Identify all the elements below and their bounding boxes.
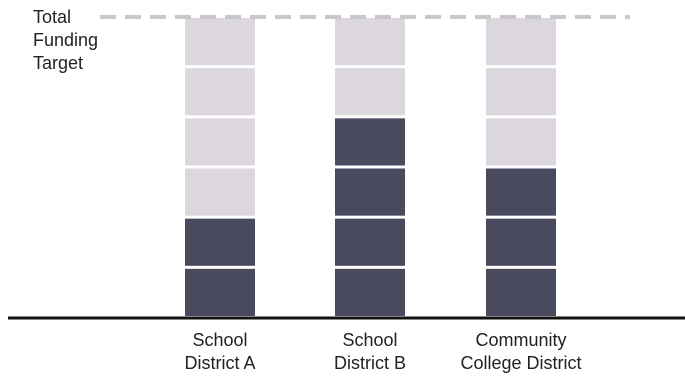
bars-group xyxy=(185,18,556,316)
category-label-line: Community xyxy=(475,330,567,350)
unfilled-segment xyxy=(486,18,556,66)
category-label-line: District A xyxy=(184,353,256,373)
filled-segment xyxy=(335,268,405,316)
filled-segment xyxy=(185,268,255,316)
category-label-line: College District xyxy=(460,353,582,373)
unfilled-segment xyxy=(335,68,405,116)
filled-segment xyxy=(486,168,556,216)
unfilled-segment xyxy=(335,18,405,66)
unfilled-segment xyxy=(185,168,255,216)
unfilled-segment xyxy=(486,68,556,116)
unfilled-segment xyxy=(185,68,255,116)
category-label-line: School xyxy=(192,330,248,350)
filled-segment xyxy=(335,168,405,216)
category-label-line: School xyxy=(342,330,398,350)
unfilled-segment xyxy=(185,18,255,66)
filled-segment xyxy=(486,218,556,266)
category-label-line: District B xyxy=(334,353,406,373)
filled-segment xyxy=(335,218,405,266)
filled-segment xyxy=(486,268,556,316)
target-label-line-3: Target xyxy=(33,53,84,73)
category-label-school-district-a: School District A xyxy=(140,329,300,375)
filled-segment xyxy=(185,218,255,266)
category-label-community-college-district: Community College District xyxy=(441,329,601,375)
filled-segment xyxy=(335,118,405,166)
funding-target-label: Total Funding Target xyxy=(33,6,123,75)
unfilled-segment xyxy=(486,118,556,166)
unfilled-segment xyxy=(185,118,255,166)
category-label-school-district-b: School District B xyxy=(290,329,450,375)
target-label-line-1: Total xyxy=(33,7,72,27)
target-label-line-2: Funding xyxy=(33,30,99,50)
